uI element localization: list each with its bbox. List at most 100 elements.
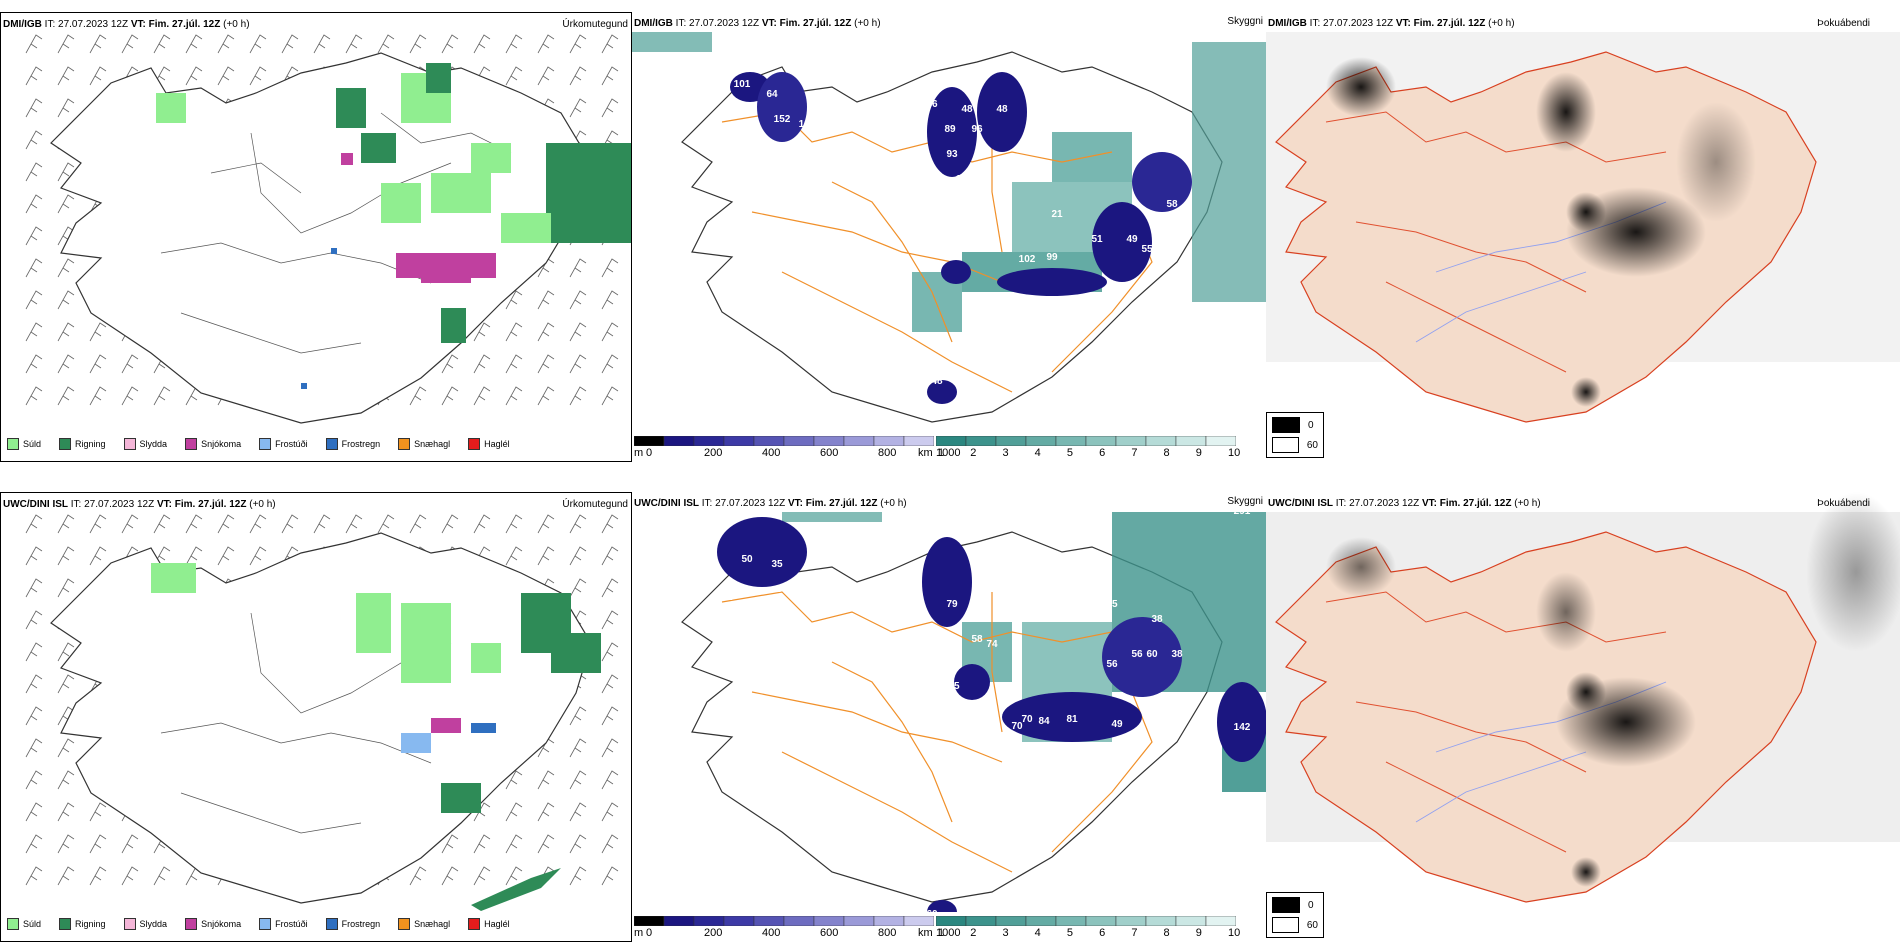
ceiling-label: 38 xyxy=(1171,649,1183,660)
legend-swatch xyxy=(123,918,136,930)
wind-barb xyxy=(25,34,43,54)
legend-swatch xyxy=(468,438,481,450)
wind-barb xyxy=(601,834,619,854)
wind-barb xyxy=(601,642,619,662)
legend-swatch xyxy=(7,918,19,930)
legend-swatch xyxy=(259,438,272,450)
panel-title: Úrkomutegund xyxy=(562,499,628,510)
ceiling-colorbar: m 0 200 400 600 800 1000 xyxy=(633,435,960,459)
wind-barb xyxy=(217,546,235,566)
wind-barb xyxy=(569,258,587,278)
wind-barb xyxy=(57,642,75,662)
ceiling-label: 72 xyxy=(721,592,733,603)
colorbar-tick: 2 xyxy=(970,447,977,459)
panel-title: Þokuábendi xyxy=(1817,18,1870,29)
wind-barb xyxy=(601,866,619,886)
wind-barb xyxy=(601,738,619,758)
wind-barb xyxy=(25,546,43,566)
ceiling-label: 56 xyxy=(1106,659,1118,670)
colorbar-swatch xyxy=(843,915,875,927)
colorbar-swatch xyxy=(903,915,935,927)
wind-barb xyxy=(505,802,523,822)
colorbar-swatch xyxy=(633,435,665,447)
panel-header: UWC/DINI ISL IT: 27.07.2023 12Z VT: Fim.… xyxy=(1268,498,1541,509)
colorbar-swatch xyxy=(693,915,725,927)
wind-barb xyxy=(57,290,75,310)
colorbar-swatch xyxy=(1175,915,1207,927)
legend-label: Snjókoma xyxy=(201,919,242,929)
wind-barb xyxy=(505,866,523,886)
colorbar-swatch xyxy=(873,915,905,927)
precip-areas xyxy=(151,563,601,911)
legend-label: Snæhagl xyxy=(414,439,451,449)
wind-barb xyxy=(89,66,107,86)
ceiling-label: 93 xyxy=(946,149,958,160)
wind-barb xyxy=(153,514,171,534)
legend-item: Súld xyxy=(7,918,41,930)
wind-barb xyxy=(601,706,619,726)
wind-barb xyxy=(537,386,555,406)
legend-label: Haglél xyxy=(484,439,510,449)
colorbar-tick: 600 xyxy=(820,927,839,939)
wind-barb xyxy=(249,546,267,566)
ceiling-label: 58 xyxy=(1166,199,1178,210)
fog-legend-swatch xyxy=(1272,917,1299,933)
colorbar-tick: 1000 xyxy=(936,927,961,939)
legend-swatch xyxy=(59,438,72,450)
visibility-colorbar-swatches xyxy=(935,915,1237,927)
wind-barb xyxy=(569,802,587,822)
wind-barb xyxy=(473,866,491,886)
ceiling-label: 142 xyxy=(1234,722,1251,733)
wind-barb xyxy=(25,226,43,246)
ceiling-label: 102 xyxy=(1019,254,1036,265)
colorbar-tick: 7 xyxy=(1131,927,1138,939)
ceiling-colorbar-swatches xyxy=(633,915,935,927)
wind-barb xyxy=(505,354,523,374)
wind-barb xyxy=(249,34,267,54)
roads xyxy=(721,591,1153,873)
colorbar-swatch xyxy=(1055,915,1087,927)
colorbar-swatch xyxy=(1025,435,1057,447)
fog-map xyxy=(1266,492,1900,903)
wind-barb xyxy=(601,354,619,374)
wind-barb xyxy=(121,866,139,886)
wind-barb xyxy=(601,98,619,118)
colorbar-swatch xyxy=(1115,915,1147,927)
wind-barb xyxy=(121,514,139,534)
colorbar-swatch xyxy=(1145,435,1177,447)
legend-label: Frostúði xyxy=(275,439,308,449)
colorbar-tick: 9 xyxy=(1195,447,1202,459)
wind-barb xyxy=(25,674,43,694)
ceiling-label: 70 xyxy=(1011,721,1023,732)
colorbar-tick: 3 xyxy=(1002,927,1009,939)
wind-barb xyxy=(601,610,619,630)
ceiling-label: 48 xyxy=(966,614,978,625)
wind-barb xyxy=(89,386,107,406)
ceiling-label: 62 xyxy=(946,634,958,645)
ceiling-colorbar: m 0 200 400 600 800 1000 xyxy=(633,915,960,939)
colorbar-swatch xyxy=(753,915,785,927)
wind-barb xyxy=(345,514,363,534)
legend-swatch xyxy=(325,918,338,930)
wind-barb xyxy=(57,354,75,374)
wind-barb xyxy=(569,66,587,86)
visibility-colorbar: km 1 2 3 4 5 6 7 8 9 10 xyxy=(918,915,1240,939)
legend-swatch xyxy=(398,438,411,450)
precip-type-panel-bottom: UWC/DINI ISL IT: 27.07.2023 12Z VT: Fim.… xyxy=(0,492,632,942)
wind-barb xyxy=(89,354,107,374)
legend-item: Haglél xyxy=(468,438,510,450)
wind-barb xyxy=(441,866,459,886)
ceiling-label: 101 xyxy=(734,79,751,90)
colorbar-swatch xyxy=(1085,915,1117,927)
colorbar-swatch xyxy=(1205,435,1237,447)
wind-barb xyxy=(25,610,43,630)
fog-legend-item: 60 xyxy=(1272,437,1318,453)
ceiling-label: 60 xyxy=(926,909,938,912)
wind-barb xyxy=(25,194,43,214)
legend-swatch xyxy=(259,918,272,930)
ceiling-label: 85 xyxy=(946,242,958,253)
legend-item: Haglél xyxy=(468,918,510,930)
wind-barb xyxy=(57,162,75,182)
legend-label: Snjókoma xyxy=(201,439,242,449)
